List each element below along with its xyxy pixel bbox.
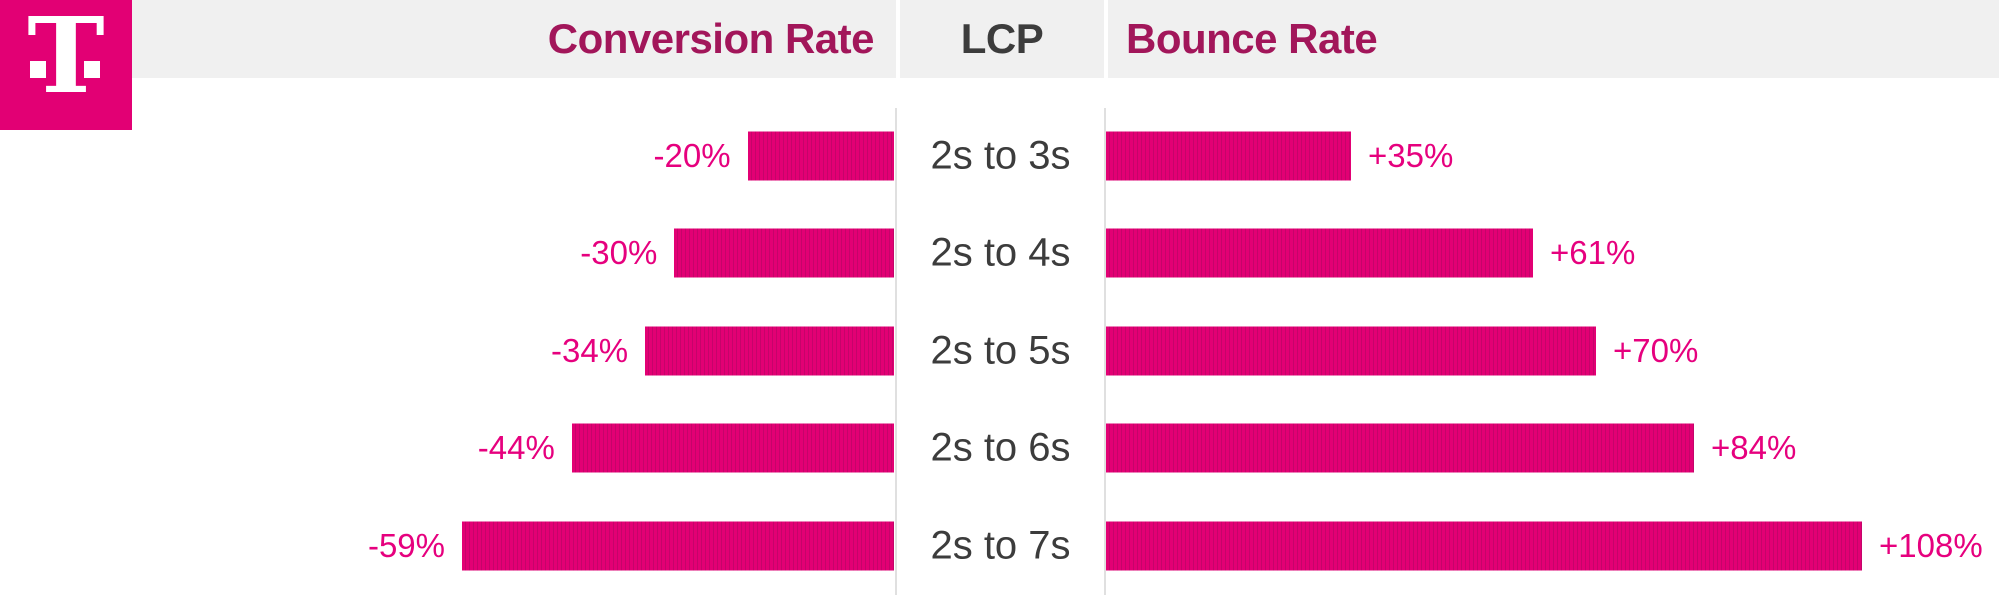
telekom-t-icon: T [27,0,105,117]
conversion-bar [747,131,894,181]
header-section-bounce: Bounce Rate [1108,0,1999,78]
lcp-range-label: 2s to 5s [930,328,1071,373]
bounce-bar [1106,521,1862,571]
bounce-bar [1106,423,1694,473]
conversion-value-label: -44% [477,429,555,467]
bounce-value-label: +61% [1550,234,1636,272]
conversion-bar [645,326,894,376]
bounce-value-label: +108% [1879,526,1983,564]
bounce-value-label: +70% [1613,331,1699,369]
bounce-bar [1106,131,1351,181]
header-section-conversion: Conversion Rate [132,0,896,78]
chart-row: -20% 2s to 3s +35% [0,107,1999,205]
bounce-value-label: +35% [1368,136,1454,174]
conversion-value-label: -59% [367,526,445,564]
chart-row: -59% 2s to 7s +108% [0,497,1999,595]
telekom-logo-square-left-icon [30,61,46,78]
conversion-value-label: -20% [653,136,731,174]
conversion-value-label: -30% [580,234,658,272]
header-section-lcp: LCP [900,0,1104,78]
lcp-range-label: 2s to 3s [930,133,1071,178]
bounce-bar [1106,228,1533,278]
lcp-header: LCP [960,15,1044,62]
center-column-right-divider [1104,108,1106,595]
conversion-value-label: -34% [551,331,629,369]
bounce-bar [1106,326,1596,376]
chart-row: -30% 2s to 4s +61% [0,205,1999,303]
bounce-rate-header: Bounce Rate [1126,15,1378,62]
conversion-bar [462,521,894,571]
lcp-range-label: 2s to 7s [930,523,1071,568]
conversion-bar [674,228,894,278]
conversion-bar [571,423,894,473]
chart-row: -44% 2s to 6s +84% [0,400,1999,498]
lcp-range-label: 2s to 6s [930,425,1071,470]
conversion-rate-header: Conversion Rate [547,15,875,62]
chart-rows: -20% 2s to 3s +35% -30% 2s to 4s +61% -3… [0,107,1999,595]
center-column-left-divider [895,108,897,595]
telekom-logo-square-right-icon [84,61,100,78]
chart-row: -34% 2s to 5s +70% [0,302,1999,400]
bounce-value-label: +84% [1711,429,1797,467]
lcp-range-label: 2s to 4s [930,230,1071,275]
telekom-logo: T [0,0,132,130]
